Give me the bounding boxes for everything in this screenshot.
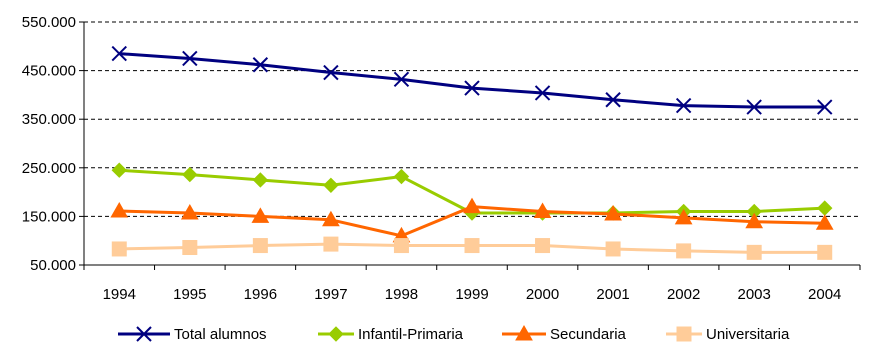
- data-point: [604, 204, 622, 221]
- series-universitaria: [111, 236, 833, 260]
- data-point: [323, 177, 339, 194]
- data-point: [746, 244, 762, 260]
- data-point: [815, 214, 834, 230]
- y-tick-label: 50.000: [30, 257, 76, 274]
- data-point: [605, 241, 621, 257]
- data-point: [534, 85, 551, 101]
- legend-item-universitaria: Universitaria: [666, 326, 790, 343]
- x-tick-label: 1999: [455, 286, 488, 303]
- y-tick-label: 450.000: [22, 63, 76, 80]
- x-tick-label: 2002: [667, 286, 700, 303]
- data-point: [393, 168, 410, 185]
- data-point: [252, 57, 269, 73]
- data-point: [676, 243, 692, 259]
- legend-label: Secundaria: [550, 326, 627, 343]
- y-tick-label: 250.000: [22, 160, 76, 177]
- legend-item-total-alumnos: Total alumnos: [118, 326, 267, 343]
- legend: Total alumnos Infantil-Primaria Secundaria…: [118, 324, 790, 343]
- x-tick-label: 2003: [737, 286, 770, 303]
- data-point: [463, 197, 481, 214]
- x-tick-label: 1994: [103, 286, 136, 303]
- data-point: [251, 207, 270, 223]
- data-point: [252, 238, 268, 254]
- data-point: [323, 64, 339, 81]
- series-lines: [110, 45, 834, 260]
- x-tick-label: 1995: [173, 286, 206, 303]
- data-point: [182, 166, 198, 183]
- legend-marker: [676, 326, 692, 342]
- data-point: [817, 244, 833, 260]
- data-point: [393, 71, 410, 88]
- data-point: [674, 208, 693, 225]
- x-tick-label: 2004: [808, 286, 841, 303]
- x-tick-labels: 1994 1995 1996 1997 1998 1999 2000 2001 2002 2003…: [103, 286, 842, 303]
- legend-label: Infantil-Primaria: [358, 326, 464, 343]
- x-tick-label: 1997: [314, 286, 347, 303]
- data-point: [533, 202, 552, 219]
- legend-label: Total alumnos: [174, 326, 267, 343]
- data-point: [817, 200, 833, 216]
- series-secundaria: [110, 197, 834, 243]
- data-point: [322, 210, 340, 227]
- x-tick-label: 2001: [596, 286, 629, 303]
- series-line: [119, 52, 825, 109]
- x-tick-label: 1996: [244, 286, 277, 303]
- x-tick-label: 1998: [385, 286, 418, 303]
- axes: [79, 21, 861, 270]
- series-total-alumnos: [111, 45, 833, 115]
- y-tick-labels: 50.000 150.000 250.000 350.000 450.000 550.00…: [22, 14, 76, 274]
- data-point: [180, 203, 199, 220]
- y-tick-label: 350.000: [22, 111, 76, 128]
- grid-lines: [84, 21, 860, 217]
- data-point: [675, 97, 692, 114]
- legend-label: Universitaria: [706, 326, 790, 343]
- legend-marker: [136, 326, 152, 342]
- y-tick-label: 550.000: [22, 14, 76, 31]
- data-point: [323, 236, 339, 252]
- data-point: [605, 92, 621, 108]
- data-point: [745, 212, 764, 229]
- data-point: [110, 202, 129, 218]
- data-point: [111, 45, 127, 62]
- data-point: [464, 238, 480, 254]
- data-point: [111, 241, 127, 257]
- legend-item-secundaria: Secundaria: [502, 324, 627, 343]
- data-point: [182, 50, 198, 67]
- data-point: [182, 240, 198, 256]
- legend-item-infantil-primaria: Infantil-Primaria: [318, 326, 464, 343]
- y-tick-label: 150.000: [22, 208, 76, 225]
- data-point: [535, 238, 551, 254]
- data-point: [111, 162, 127, 178]
- legend-marker: [515, 324, 533, 341]
- data-point: [464, 80, 480, 96]
- legend-marker: [328, 326, 344, 342]
- data-point: [746, 99, 762, 115]
- x-tick-label: 2000: [526, 286, 559, 303]
- data-point: [817, 99, 833, 115]
- data-point: [393, 238, 409, 254]
- data-point: [252, 172, 269, 188]
